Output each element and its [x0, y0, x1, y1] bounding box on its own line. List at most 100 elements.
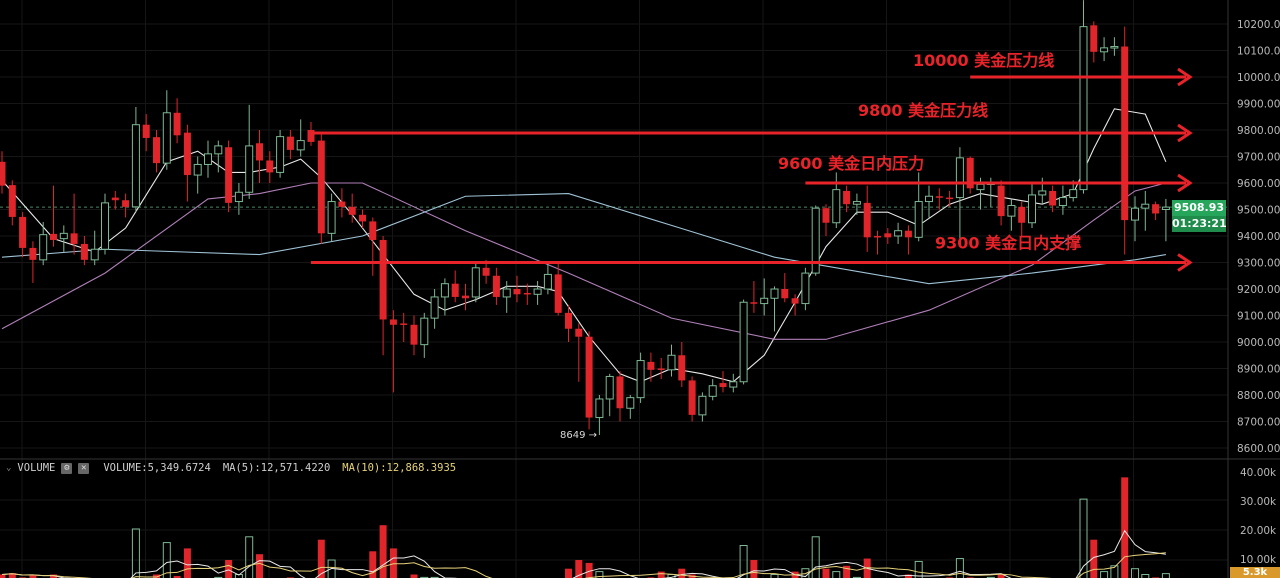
candle-body [874, 236, 881, 238]
candle-body [1079, 26, 1088, 191]
volume-bar-down [183, 548, 191, 578]
candle-body [843, 190, 851, 205]
volume-bar-down [904, 574, 912, 578]
candle-body [162, 112, 171, 164]
volume-bar-down [843, 565, 851, 578]
candle-body [193, 163, 202, 176]
candle-body [708, 385, 717, 397]
candle-down [256, 130, 263, 183]
candle-up [59, 225, 68, 252]
candle-body [204, 153, 212, 165]
candle-down [946, 190, 954, 207]
candle-body [183, 132, 191, 176]
last-price-tag: 9508.93 [1172, 200, 1226, 216]
candle-body [894, 230, 903, 237]
grid [0, 0, 1228, 578]
price-tick-label: 8700.00 [1237, 417, 1280, 429]
volume-bar-up [739, 545, 748, 578]
close-icon[interactable]: ✕ [78, 462, 90, 474]
collapse-chevron-icon[interactable]: ⌄ [6, 463, 12, 473]
candle-body [122, 200, 130, 207]
candle-down [286, 130, 294, 160]
candle-down [173, 98, 181, 144]
arrow-head-icon [1177, 67, 1193, 87]
candle-body [379, 239, 387, 320]
candle-up [1028, 183, 1036, 229]
candle-up [234, 183, 243, 215]
candle-body [1007, 205, 1016, 217]
candle-up [1100, 37, 1109, 62]
volume-bar-up [245, 536, 254, 578]
candle-body [59, 232, 68, 240]
candle-body [80, 243, 88, 260]
candle-down [791, 294, 799, 316]
volume-bar-up [801, 568, 810, 578]
price-tick-label: 9200.00 [1237, 284, 1280, 296]
candle-body [400, 323, 408, 325]
price-ma-line-3 [1, 193, 1166, 285]
candle-body [214, 145, 223, 155]
candle-up [729, 373, 738, 393]
candle-down [369, 217, 377, 276]
candle-body [338, 201, 346, 207]
candle-up [770, 286, 779, 332]
candle-down [80, 236, 88, 266]
volume-bar-down [1090, 539, 1098, 578]
arrow-head-icon [1177, 253, 1193, 272]
candle-body [946, 197, 954, 200]
candle-body [1100, 47, 1109, 53]
candle-body [420, 317, 429, 346]
candle-up [162, 90, 171, 170]
volume-bar-up [1161, 573, 1170, 578]
candle-up [811, 205, 820, 276]
candle-up [533, 281, 542, 305]
candle-down [565, 304, 572, 342]
candle-down [719, 371, 727, 393]
candle-body [1141, 203, 1150, 209]
candle-down [523, 283, 531, 305]
candle-body [647, 361, 655, 370]
candle-body [307, 130, 315, 142]
candle-up [101, 193, 109, 255]
volume-bar-down [379, 525, 387, 578]
candle-down [935, 188, 943, 210]
candle-body [471, 267, 480, 298]
candle-body [750, 302, 758, 304]
candle-body [29, 247, 37, 260]
candle-up [502, 281, 511, 313]
volume-bar-down [50, 574, 57, 578]
price-tick-label: 8900.00 [1237, 364, 1280, 376]
volume-bar-down [410, 574, 418, 578]
price-tick-label: 9000.00 [1237, 337, 1280, 349]
candle-body [1110, 46, 1119, 49]
low-price-marker: 8649 → [560, 430, 597, 441]
volume-bar-up [214, 576, 223, 578]
candle-up [605, 373, 614, 417]
price-tick-label: 10100.00 [1237, 46, 1280, 58]
candle-body [543, 273, 552, 290]
candle-up [626, 395, 635, 419]
candle-down [513, 275, 521, 303]
candle-down [688, 376, 696, 422]
volume-ma10-value: MA(10):12,868.3935 [342, 462, 457, 474]
volume-bar-down [575, 560, 583, 578]
volume-bar-up [327, 559, 336, 578]
volume-tick-label: 10.00k [1240, 554, 1277, 566]
candle-body [70, 233, 78, 244]
volume-bar-up [852, 576, 861, 578]
candle-up [471, 262, 480, 303]
candle-body [317, 140, 325, 234]
price-tick-label: 9400.00 [1237, 231, 1280, 243]
gear-icon[interactable]: ⚙ [61, 462, 73, 474]
candle-up [595, 395, 604, 436]
candle-body [8, 185, 16, 217]
candle-down [410, 315, 418, 356]
candle-down [338, 188, 346, 218]
candle-body [626, 397, 635, 409]
candle-body [389, 319, 397, 325]
candle-up [832, 172, 841, 229]
candle-down [781, 273, 789, 303]
candle-down [317, 132, 325, 244]
volume-ma10-line [1, 552, 1166, 578]
